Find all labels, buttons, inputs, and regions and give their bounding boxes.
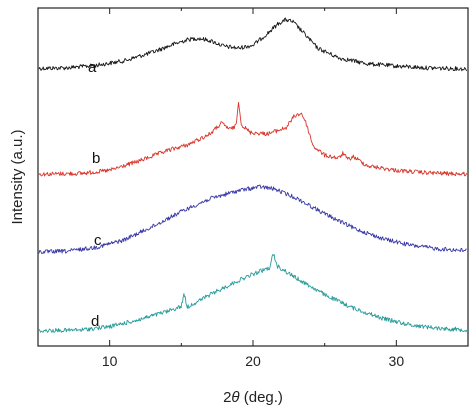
series-line-d (38, 254, 468, 333)
series-label-b: b (92, 150, 100, 167)
x-tick-label: 30 (389, 353, 405, 369)
x-tick-label: 10 (102, 353, 118, 369)
x-tick-label: 20 (245, 353, 261, 369)
series-layer (38, 17, 468, 333)
y-axis-label: Intensity (a.u.) (9, 129, 26, 224)
x-axis-label-symbol: θ (231, 389, 239, 406)
label-layer: a b c d (88, 59, 102, 330)
series-label-d: d (91, 313, 99, 330)
x-axis-label-prefix: 2 (223, 389, 231, 406)
series-line-a (38, 17, 468, 72)
plot-frame (37, 7, 469, 347)
x-axis-label: 2θ (deg.) (223, 389, 283, 406)
x-axis-label-suffix: (deg.) (240, 389, 283, 406)
series-line-c (38, 184, 467, 255)
series-line-b (38, 101, 468, 177)
series-label-c: c (94, 232, 102, 249)
series-label-a: a (88, 59, 97, 76)
tick-layer: 10 20 30 (37, 8, 469, 369)
